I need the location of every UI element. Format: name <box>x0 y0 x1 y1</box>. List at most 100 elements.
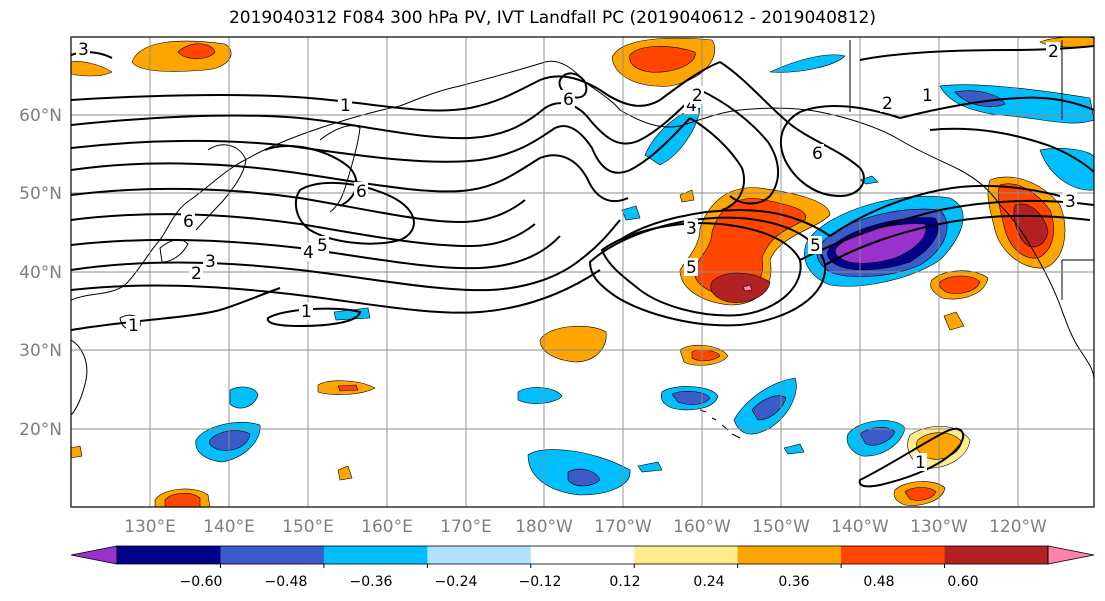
colorbar-tick-label: −0.12 <box>519 574 562 590</box>
contour-line <box>588 216 827 327</box>
contour-line <box>264 145 358 207</box>
lat-label: 50°N <box>19 184 62 204</box>
shade-blob <box>769 54 846 73</box>
gridlines <box>71 37 1094 507</box>
contour-line <box>71 213 536 248</box>
shade-blob <box>1039 148 1094 191</box>
shade-blob <box>943 311 965 331</box>
shade-blob <box>621 205 641 221</box>
lat-label: 20°N <box>19 420 62 440</box>
lon-label: 140°E <box>203 517 255 537</box>
contour-label: 3 <box>78 40 89 60</box>
colorbar-segment <box>530 546 635 564</box>
coastline <box>849 40 1094 300</box>
shade-blob <box>938 275 981 294</box>
contour-line <box>71 219 621 292</box>
contour-label: 2 <box>191 264 202 284</box>
shade-blob <box>904 487 937 501</box>
colorbar-tick-label: 0.48 <box>863 574 894 590</box>
map-title: 2019040312 F084 300 hPa PV, IVT Landfall… <box>228 8 876 28</box>
contour-label: 2 <box>882 94 893 114</box>
coastline <box>999 204 1094 381</box>
colorbar-ticks: −0.60 −0.48 −0.36 −0.24 −0.12 0.12 0.24 … <box>180 574 979 590</box>
contour-label: 1 <box>340 96 351 116</box>
contour-label: 4 <box>686 96 697 116</box>
colorbar-segment <box>737 546 842 564</box>
colorbar-segment <box>841 546 946 564</box>
lon-label: 180°W <box>515 517 573 537</box>
contour-line <box>859 45 1094 61</box>
colorbar-extend-high <box>1047 545 1095 565</box>
colorbar-tick-label: −0.60 <box>180 574 223 590</box>
lon-label: 160°W <box>673 517 731 537</box>
shade-blob <box>333 307 371 321</box>
contour-line <box>71 269 601 314</box>
colorbar-segment <box>427 546 532 564</box>
contour-line <box>71 51 113 59</box>
contour-line <box>699 89 779 205</box>
contour-label: 1 <box>922 86 933 106</box>
colorbar-frame <box>116 545 1049 565</box>
contour-line <box>858 427 965 488</box>
shade-blob <box>71 445 83 459</box>
shade-blob <box>337 384 359 392</box>
shade-blob <box>164 493 201 507</box>
contour-label: 4 <box>303 243 314 263</box>
contour-line <box>71 61 721 112</box>
colorbar-tick-label: −0.48 <box>265 574 308 590</box>
contour-line <box>619 208 831 241</box>
contour-line <box>71 235 561 270</box>
contour-label: 2 <box>1048 42 1059 62</box>
contour-label: 6 <box>812 144 823 164</box>
lon-label: 130°E <box>124 517 176 537</box>
contour-line <box>71 154 629 203</box>
lon-label: 120°W <box>989 517 1047 537</box>
contour-label: 3 <box>1065 192 1076 212</box>
shade-blob <box>517 387 563 404</box>
coastline <box>159 239 189 263</box>
contour-line <box>899 96 1094 119</box>
shade-blob <box>637 461 663 473</box>
shade-blob <box>229 386 259 409</box>
contour-line <box>71 287 281 331</box>
contour-line <box>824 214 1091 266</box>
colorbar-tick-label: 0.12 <box>609 574 640 590</box>
contour-line <box>719 61 901 198</box>
colorbar-tick-label: 0.24 <box>693 574 724 590</box>
contour-label: 5 <box>810 236 821 256</box>
colorbar-tick-label: 0.36 <box>778 574 809 590</box>
contour-label: 1 <box>301 302 312 322</box>
contour-label: 5 <box>317 236 328 256</box>
lon-label: 160°E <box>361 517 413 537</box>
shade-blob <box>671 391 711 405</box>
shade-blob <box>751 395 787 421</box>
contour-labels: 3 1 6 6 2 5 4 3 2 1 1 6 3 5 <box>76 40 1077 473</box>
contour-label: 3 <box>205 252 216 272</box>
contour-label: 6 <box>563 90 574 110</box>
colorbar-extend-low <box>70 545 118 565</box>
coastline <box>619 107 1001 206</box>
shade-blob <box>71 61 113 77</box>
contour-line <box>71 117 691 174</box>
contour-line <box>799 199 1094 261</box>
colorbar-segment <box>323 546 428 564</box>
contour-line <box>929 127 1094 173</box>
lon-label: 150°E <box>282 517 334 537</box>
contour-label: 6 <box>356 182 367 202</box>
latitude-labels: 60°N 50°N 40°N 30°N 20°N <box>19 106 62 440</box>
lon-label: 150°W <box>752 517 810 537</box>
shaded-anomaly-fields <box>71 37 1094 507</box>
map-frame <box>70 36 1095 508</box>
contour-label: 1 <box>915 453 926 473</box>
coastline <box>71 339 88 416</box>
contour-line <box>558 72 588 99</box>
lat-label: 40°N <box>19 263 62 283</box>
shade-blob <box>629 46 696 73</box>
lon-label: 170°W <box>594 517 652 537</box>
contour-label: 1 <box>128 316 139 336</box>
colorbar-segment <box>220 546 325 564</box>
colorbar-segment <box>944 546 1049 564</box>
lon-label: 130°W <box>910 517 968 537</box>
colorbar-segment <box>634 546 739 564</box>
